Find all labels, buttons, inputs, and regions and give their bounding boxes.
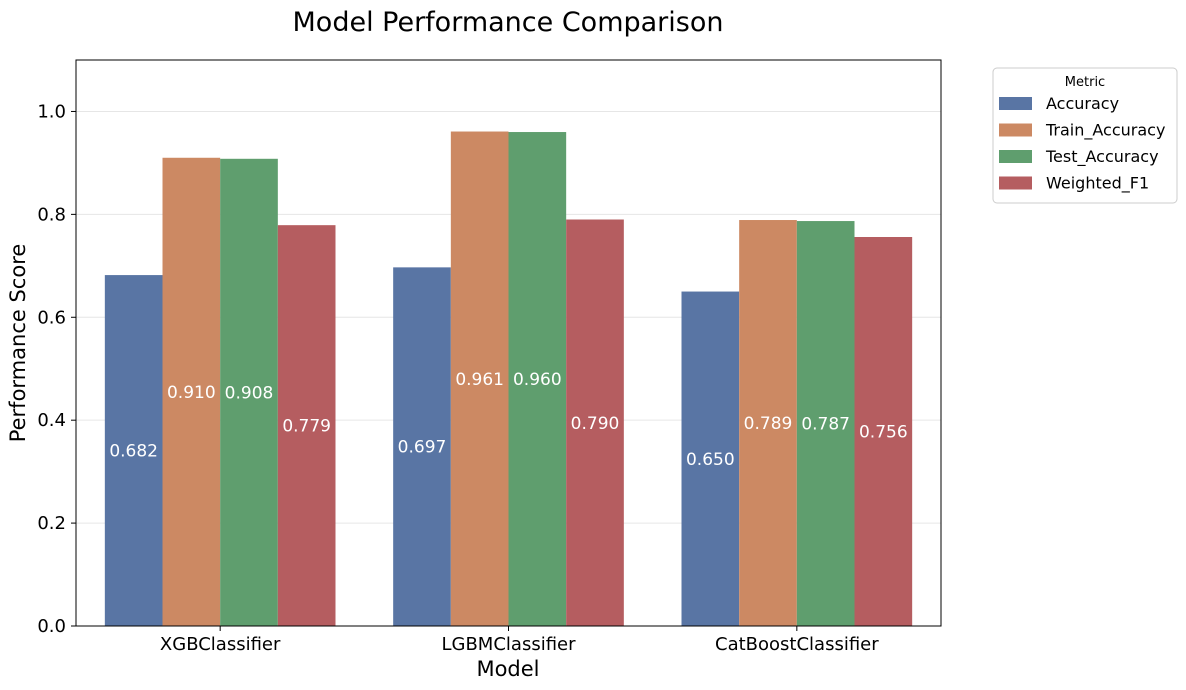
bar bbox=[450, 131, 509, 626]
bar bbox=[220, 158, 278, 626]
y-tick-label: 0.4 bbox=[37, 410, 66, 431]
legend-label: Accuracy bbox=[1046, 94, 1119, 113]
bar bbox=[854, 237, 913, 626]
legend: Metric Accuracy Train_Accuracy Test_Accura… bbox=[992, 67, 1178, 204]
data-label: 0.756 bbox=[859, 423, 908, 443]
legend-title: Metric bbox=[1065, 75, 1105, 90]
data-label: 0.787 bbox=[801, 415, 850, 435]
y-tick-label: 0.2 bbox=[37, 513, 66, 534]
legend-swatch bbox=[999, 123, 1032, 137]
bar bbox=[104, 275, 163, 626]
bar-labels: 0.682 0.910 0.908 0.779 0.697 0.961 0.960 0.790… bbox=[109, 370, 907, 470]
legend-swatch bbox=[999, 97, 1032, 110]
x-tick-label: CatBoostClassifier bbox=[715, 634, 879, 655]
bar bbox=[681, 291, 740, 626]
y-tick-label: 0.6 bbox=[37, 307, 66, 328]
legend-label: Test_Accuracy bbox=[1045, 147, 1159, 167]
chart-title: Model Performance Comparison bbox=[293, 7, 724, 38]
data-label: 0.779 bbox=[282, 417, 331, 437]
x-tick-label: LGBMClassifier bbox=[441, 634, 576, 655]
bar bbox=[508, 132, 567, 626]
data-label: 0.697 bbox=[398, 438, 447, 458]
bar bbox=[393, 267, 451, 626]
data-label: 0.961 bbox=[455, 370, 504, 390]
x-tick-label: XGBClassifier bbox=[160, 634, 281, 655]
y-tick-label: 0.8 bbox=[37, 204, 66, 225]
bar bbox=[566, 219, 624, 626]
data-label: 0.790 bbox=[571, 414, 620, 434]
data-label: 0.789 bbox=[744, 414, 793, 434]
bars bbox=[104, 131, 913, 627]
y-axis-label: Performance Score bbox=[6, 244, 30, 443]
legend-frame bbox=[992, 67, 1178, 204]
data-label: 0.910 bbox=[167, 383, 216, 403]
data-label: 0.650 bbox=[686, 450, 735, 470]
y-axis: 0.0 0.2 0.4 0.6 0.8 1.0 bbox=[37, 101, 76, 637]
bar bbox=[739, 220, 797, 627]
data-label: 0.960 bbox=[513, 370, 562, 390]
legend-swatch bbox=[999, 176, 1032, 190]
x-axis-label: Model bbox=[476, 657, 539, 681]
legend-label: Weighted_F1 bbox=[1046, 174, 1149, 194]
x-axis: XGBClassifier LGBMClassifier CatBoostClass… bbox=[160, 626, 879, 655]
legend-swatch bbox=[999, 150, 1032, 163]
bar bbox=[796, 221, 855, 626]
bar bbox=[277, 225, 336, 626]
data-label: 0.908 bbox=[225, 383, 274, 403]
y-tick-label: 0.0 bbox=[37, 616, 66, 637]
data-label: 0.682 bbox=[109, 442, 158, 462]
legend-label: Train_Accuracy bbox=[1045, 121, 1165, 141]
bar bbox=[162, 157, 221, 626]
y-tick-label: 1.0 bbox=[37, 101, 66, 122]
